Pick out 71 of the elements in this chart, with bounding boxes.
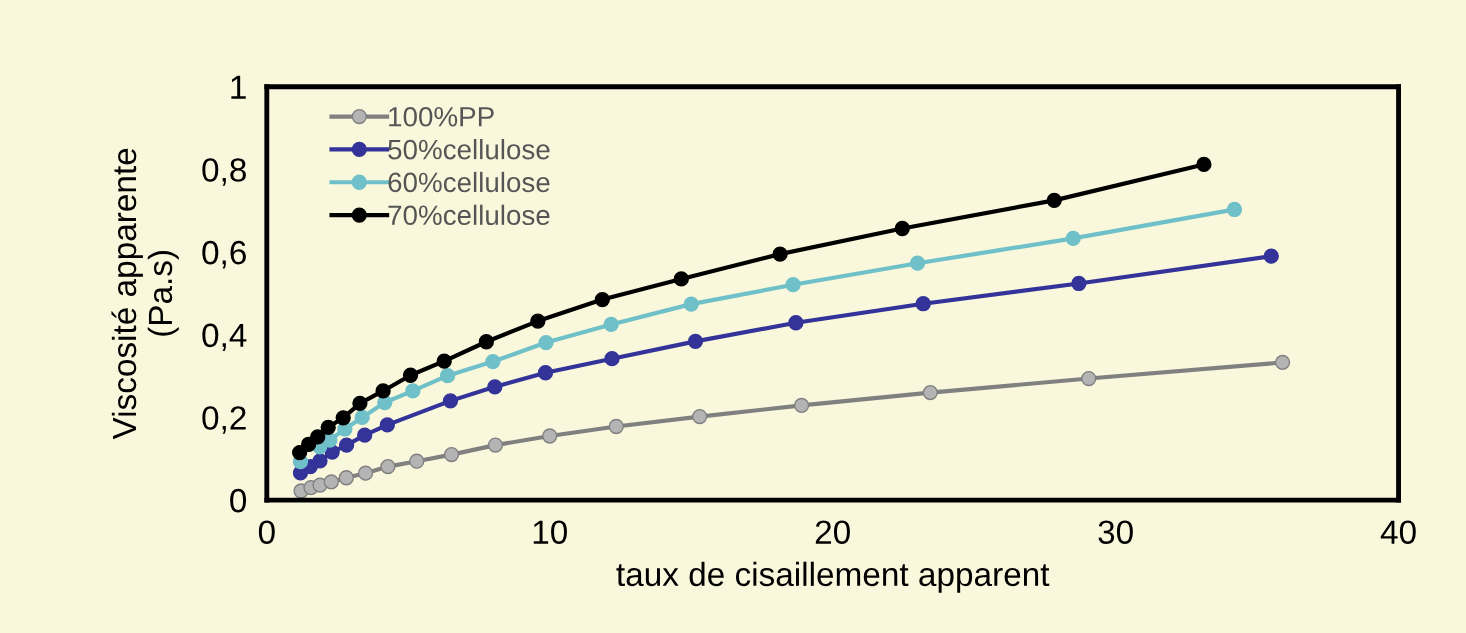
point	[405, 383, 421, 399]
point	[788, 315, 804, 331]
point	[478, 334, 495, 350]
point	[323, 474, 339, 490]
point	[379, 417, 395, 433]
point	[402, 367, 419, 383]
legend-label: 100%PP	[389, 106, 494, 127]
point	[530, 313, 546, 329]
point	[785, 277, 801, 293]
legend-label: 70%cellulose	[388, 204, 550, 226]
point	[909, 255, 926, 271]
point	[375, 383, 391, 399]
point	[1274, 354, 1291, 371]
point	[338, 437, 355, 453]
y-tick-label: 0,2	[202, 406, 246, 434]
point	[542, 428, 558, 444]
y-tick-label: 0,6	[202, 240, 246, 269]
point	[793, 397, 810, 414]
point	[1065, 230, 1081, 247]
point	[1196, 156, 1212, 173]
point	[352, 395, 368, 411]
y-tick-label: 0,4	[202, 323, 247, 352]
point	[538, 334, 554, 351]
point	[772, 246, 788, 262]
point	[683, 296, 699, 312]
y-tick-label: 0	[230, 488, 247, 513]
point	[487, 437, 504, 453]
legend-label: 50%cellulose	[388, 139, 550, 160]
point	[1263, 248, 1279, 264]
point	[312, 453, 328, 469]
point	[922, 384, 938, 401]
legend-label: 60%cellulose	[388, 171, 550, 193]
y-axis-title: Viscosité apparente (Pa.s)	[111, 148, 179, 440]
point	[1046, 192, 1062, 209]
x-tick-label: 0	[258, 520, 275, 544]
point	[608, 418, 624, 435]
x-tick-label: 40	[1380, 520, 1416, 544]
point	[320, 419, 336, 435]
point	[487, 379, 503, 395]
point	[436, 353, 452, 369]
x-tick-label: 20	[815, 520, 850, 544]
point	[673, 271, 689, 287]
point	[1226, 201, 1243, 218]
point	[442, 393, 459, 409]
point	[380, 458, 396, 475]
point	[894, 220, 910, 237]
point	[354, 409, 370, 426]
point	[594, 291, 611, 308]
point	[357, 465, 374, 481]
point	[409, 453, 425, 469]
point	[537, 365, 554, 381]
y-tick-label: 0,8	[202, 158, 246, 186]
point	[338, 470, 354, 486]
point	[604, 351, 620, 367]
point	[915, 296, 931, 312]
point	[439, 368, 456, 384]
point	[687, 333, 704, 349]
point	[291, 444, 308, 461]
point	[485, 353, 501, 370]
point	[1071, 275, 1087, 292]
x-tick-label: 10	[533, 520, 567, 544]
point	[335, 410, 351, 426]
x-tick-label: 30	[1098, 520, 1133, 544]
point	[603, 316, 619, 333]
point	[443, 446, 460, 463]
point	[1081, 370, 1097, 387]
x-axis-title: taux de cisaillement apparent	[616, 561, 1050, 593]
y-tick-label: 1	[231, 75, 246, 99]
point	[692, 408, 708, 425]
point	[357, 427, 373, 443]
point	[310, 429, 326, 445]
